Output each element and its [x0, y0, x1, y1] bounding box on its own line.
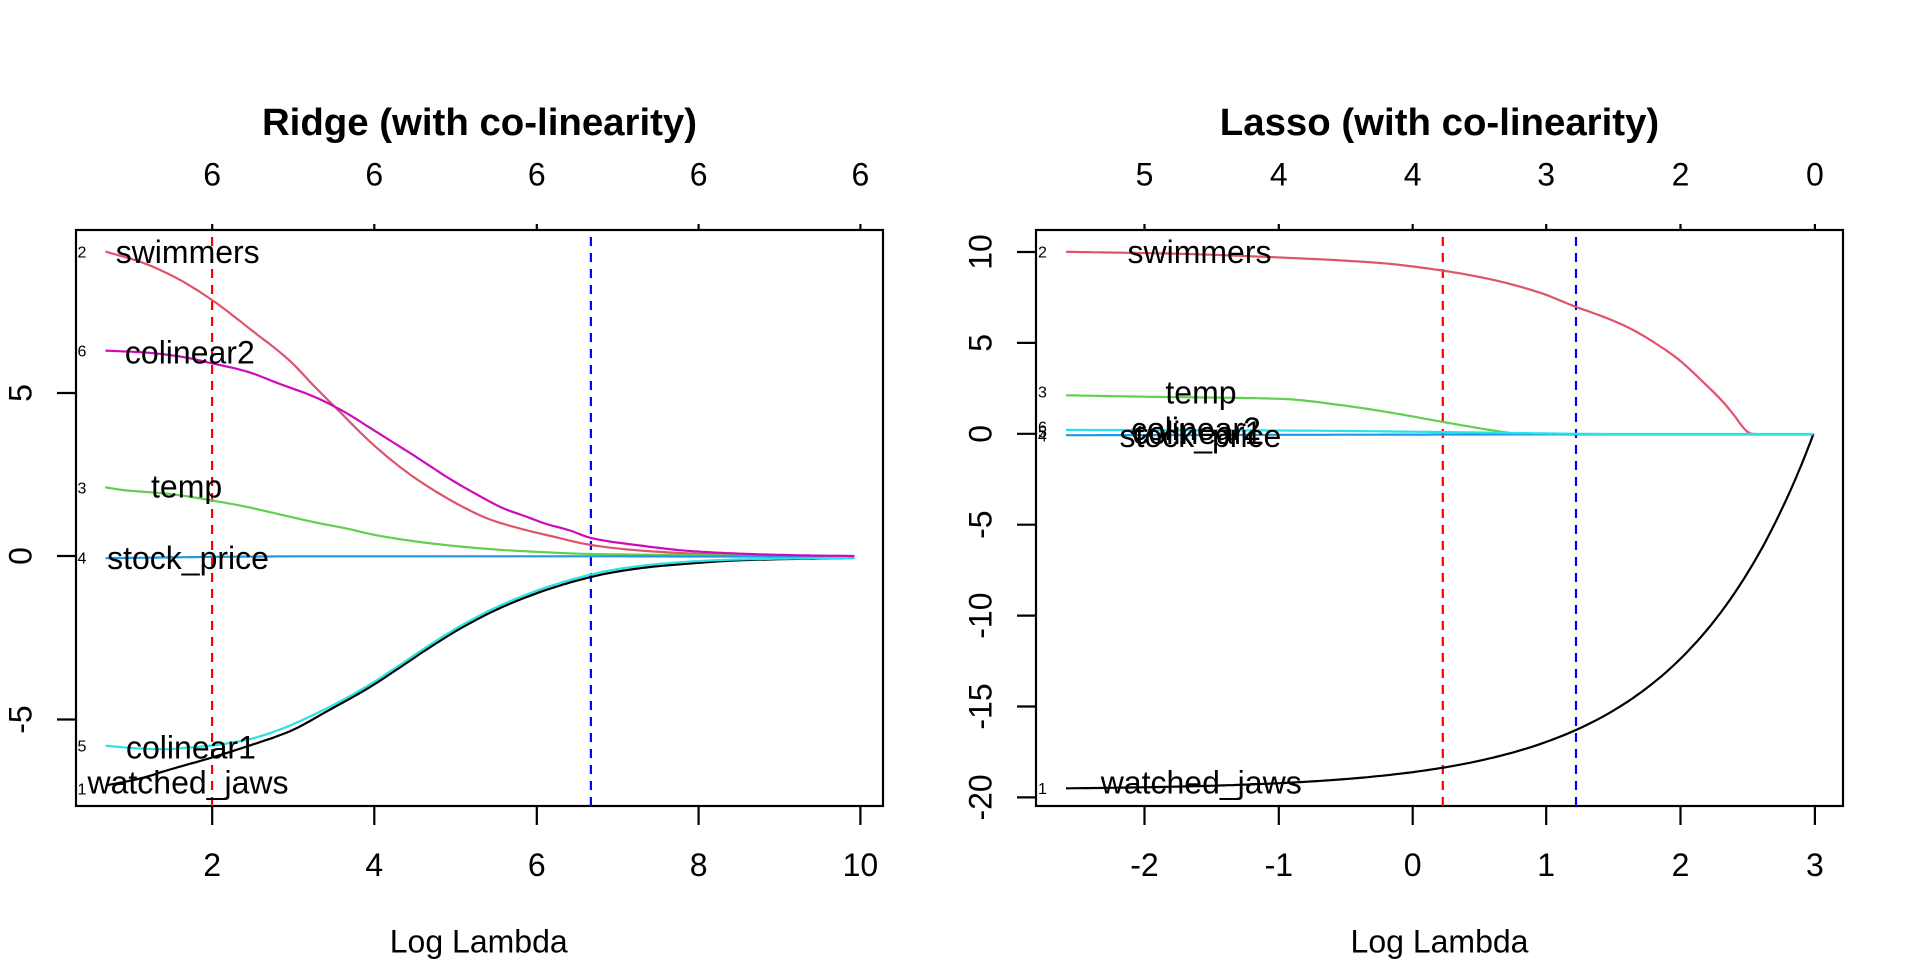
svg-text:5: 5 — [1038, 425, 1047, 442]
svg-text:8: 8 — [690, 847, 708, 883]
svg-text:-10: -10 — [963, 592, 999, 638]
svg-text:2: 2 — [1038, 245, 1047, 262]
svg-text:10: 10 — [963, 234, 999, 270]
svg-text:stock_price: stock_price — [107, 540, 269, 576]
svg-text:6: 6 — [203, 157, 221, 193]
svg-text:Lasso (with co-linearity): Lasso (with co-linearity) — [1220, 101, 1659, 144]
svg-text:2: 2 — [1672, 847, 1690, 883]
svg-text:3: 3 — [1537, 157, 1555, 193]
svg-text:temp: temp — [151, 469, 222, 505]
svg-text:1: 1 — [1537, 847, 1555, 883]
svg-text:2: 2 — [203, 847, 221, 883]
svg-text:5: 5 — [1136, 157, 1154, 193]
svg-text:-15: -15 — [963, 683, 999, 729]
svg-text:temp: temp — [1165, 374, 1236, 410]
svg-text:swimmers: swimmers — [116, 234, 260, 270]
svg-text:2: 2 — [78, 245, 87, 262]
svg-text:colinear1: colinear1 — [1133, 415, 1263, 451]
svg-text:3: 3 — [1806, 847, 1824, 883]
svg-text:4: 4 — [1270, 157, 1288, 193]
svg-text:6: 6 — [852, 157, 870, 193]
svg-text:Log Lambda: Log Lambda — [1351, 924, 1529, 960]
svg-text:-20: -20 — [963, 774, 999, 820]
svg-text:watched_jaws: watched_jaws — [1100, 765, 1302, 801]
svg-text:1: 1 — [1038, 781, 1047, 798]
svg-text:watched_jaws: watched_jaws — [87, 764, 289, 800]
svg-text:6: 6 — [690, 157, 708, 193]
svg-text:10: 10 — [843, 847, 879, 883]
svg-text:5: 5 — [3, 384, 39, 402]
svg-text:6: 6 — [1038, 420, 1047, 437]
svg-text:6: 6 — [365, 157, 383, 193]
svg-text:-5: -5 — [963, 510, 999, 538]
svg-text:-5: -5 — [3, 705, 39, 733]
svg-text:Log Lambda: Log Lambda — [390, 924, 568, 960]
svg-text:6: 6 — [528, 847, 546, 883]
svg-text:swimmers: swimmers — [1128, 234, 1272, 270]
svg-text:5: 5 — [78, 739, 87, 756]
svg-text:1: 1 — [78, 782, 87, 799]
svg-text:0: 0 — [1806, 157, 1824, 193]
svg-text:4: 4 — [1038, 429, 1047, 446]
svg-text:Ridge (with co-linearity): Ridge (with co-linearity) — [262, 101, 697, 144]
svg-text:6: 6 — [78, 344, 87, 361]
svg-text:0: 0 — [963, 425, 999, 443]
svg-text:4: 4 — [78, 551, 87, 568]
svg-text:4: 4 — [1404, 157, 1422, 193]
svg-text:colinear1: colinear1 — [126, 730, 256, 766]
svg-text:2: 2 — [1672, 157, 1690, 193]
svg-text:-2: -2 — [1130, 847, 1158, 883]
svg-text:0: 0 — [3, 547, 39, 565]
svg-text:0: 0 — [1404, 847, 1422, 883]
svg-text:-1: -1 — [1265, 847, 1293, 883]
svg-text:5: 5 — [963, 334, 999, 352]
svg-text:colinear2: colinear2 — [125, 334, 255, 370]
svg-text:6: 6 — [528, 157, 546, 193]
svg-text:stock_price: stock_price — [1120, 418, 1282, 454]
svg-text:3: 3 — [78, 481, 87, 498]
svg-text:3: 3 — [1038, 385, 1047, 402]
svg-text:colinear2: colinear2 — [1131, 411, 1261, 447]
svg-text:4: 4 — [365, 847, 383, 883]
